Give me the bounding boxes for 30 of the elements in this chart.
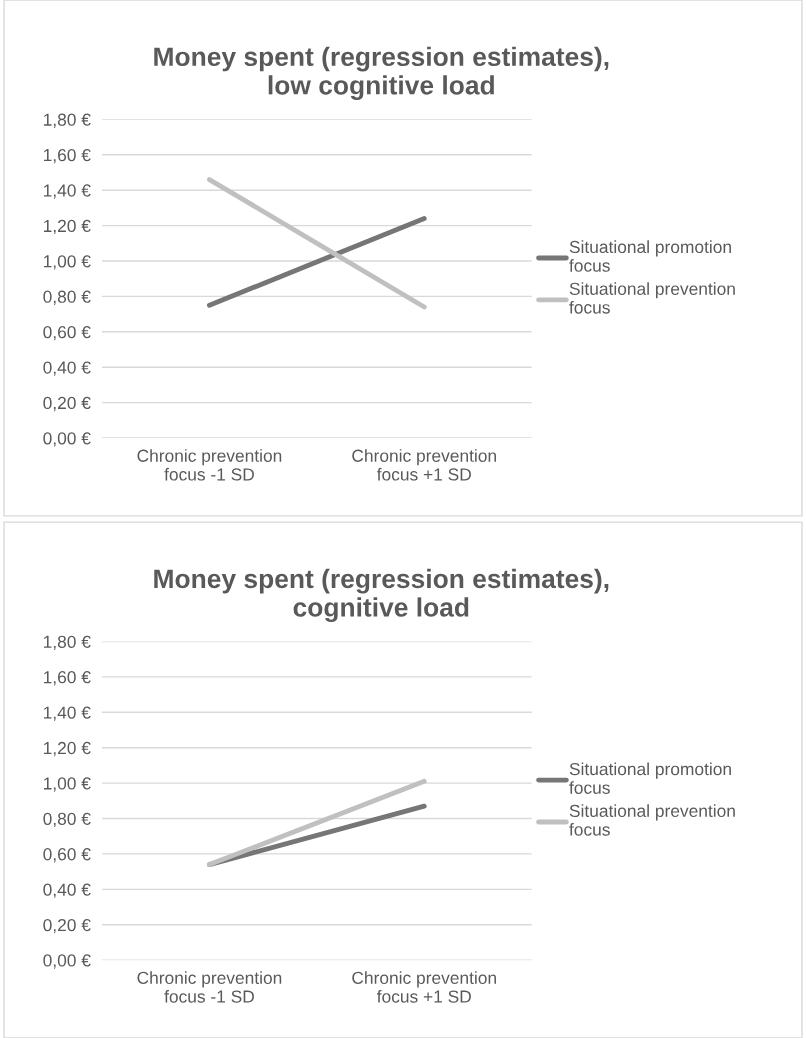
y-tick-label: 0,20 € bbox=[43, 396, 91, 412]
y-tick-label: 1,00 € bbox=[43, 777, 91, 792]
y-tick-label: 1,00 € bbox=[43, 255, 91, 270]
legend-label: Situational promotion focus bbox=[569, 762, 731, 794]
x-tick-label: Chronic prevention focus -1 SD bbox=[137, 449, 282, 481]
y-tick-label: 0,60 € bbox=[43, 848, 91, 863]
y-tick-label: 0,00 € bbox=[43, 954, 91, 969]
y-tick-label: 0,20 € bbox=[43, 918, 91, 934]
x-tick-label: Chronic prevention focus +1 SD bbox=[352, 971, 496, 1003]
y-tick-label: 1,60 € bbox=[43, 148, 91, 164]
legend-label: Situational prevention focus bbox=[569, 282, 735, 314]
y-tick-label: 1,20 € bbox=[43, 219, 91, 235]
y-tick-label: 0,80 € bbox=[43, 812, 91, 828]
x-tick-label: Chronic prevention focus +1 SD bbox=[352, 449, 496, 481]
y-tick-label: 0,00 € bbox=[43, 432, 91, 447]
y-tick-label: 1,40 € bbox=[43, 706, 91, 721]
y-tick-label: 1,60 € bbox=[43, 671, 91, 686]
y-tick-label: 1,20 € bbox=[43, 741, 91, 757]
y-tick-label: 1,80 € bbox=[43, 635, 91, 650]
legend-label: Situational prevention focus bbox=[569, 804, 735, 836]
y-tick-label: 1,80 € bbox=[43, 113, 91, 128]
x-tick-label: Chronic prevention focus -1 SD bbox=[137, 971, 282, 1003]
y-tick-label: 1,40 € bbox=[43, 184, 91, 199]
y-tick-label: 0,60 € bbox=[43, 325, 91, 341]
y-tick-label: 0,40 € bbox=[43, 883, 91, 898]
y-tick-label: 0,80 € bbox=[43, 290, 91, 305]
chart-title: Money spent (regression estimates), cognitive load bbox=[154, 568, 609, 623]
legend-label: Situational promotion focus bbox=[569, 240, 731, 272]
y-tick-label: 0,40 € bbox=[43, 361, 91, 376]
chart-title: Money spent (regression estimates), low cognitive load bbox=[154, 46, 609, 100]
